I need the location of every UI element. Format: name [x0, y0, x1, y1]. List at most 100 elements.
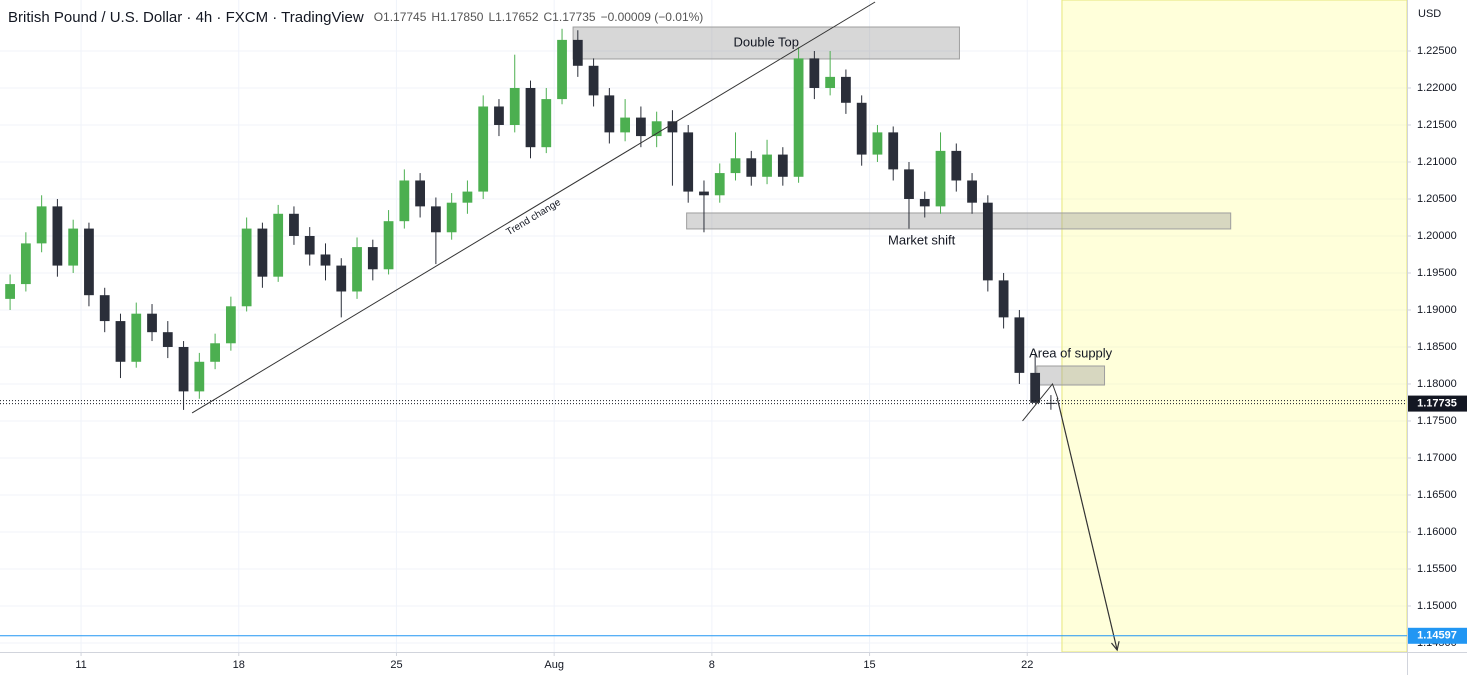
chart-title: British Pound / U.S. Dollar · 4h · FXCM …	[8, 9, 703, 26]
candle-body	[982, 202, 993, 281]
candle-body	[36, 206, 47, 244]
candle-body	[699, 191, 709, 196]
alert-tag	[1408, 627, 1467, 644]
candle-body	[320, 254, 331, 266]
zigzag	[1022, 382, 1059, 422]
candle-body	[115, 321, 126, 362]
candle-body	[872, 132, 883, 155]
candle-body	[525, 87, 536, 148]
candle-body	[541, 99, 552, 148]
candle-body	[588, 65, 599, 96]
x-tick-label: 25	[390, 659, 402, 671]
trend-line	[191, 1, 876, 414]
candle-body	[446, 202, 457, 233]
candle-body	[99, 295, 110, 322]
candle-body	[273, 213, 284, 277]
candle-body	[241, 228, 252, 307]
candle-body	[162, 332, 173, 347]
y-tick-label: 1.15500	[1417, 563, 1457, 575]
candle-body	[131, 313, 142, 362]
arrow	[1056, 397, 1118, 651]
candle-body	[84, 228, 94, 296]
candle-body	[352, 247, 362, 292]
candle-body	[383, 221, 394, 270]
candle-body	[509, 87, 520, 125]
ohlc-value: O1.17745	[374, 10, 427, 24]
candle-body	[478, 106, 489, 192]
candle-body	[604, 95, 615, 133]
candle-body	[20, 243, 31, 285]
candle-body	[856, 102, 867, 155]
candle-body	[178, 346, 189, 392]
candle-body	[998, 280, 1009, 318]
y-tick-label: 1.20000	[1417, 230, 1457, 242]
x-tick-label: 15	[863, 659, 875, 671]
candle-body	[257, 228, 268, 277]
last-price-label: 1.17735	[1417, 397, 1457, 409]
candle-body	[367, 247, 378, 270]
candle-body	[967, 180, 977, 203]
candle-body	[572, 39, 583, 66]
candle-body	[430, 206, 441, 233]
zone	[686, 212, 1232, 230]
zone	[1036, 365, 1106, 386]
y-tick-label: 1.22500	[1417, 45, 1457, 57]
candle-body	[462, 191, 473, 203]
candle-body	[336, 265, 347, 292]
candle-body	[636, 117, 646, 137]
candle-body	[825, 76, 836, 88]
y-tick-label: 1.20500	[1417, 193, 1457, 205]
candle-body	[52, 206, 63, 266]
candle-body	[1014, 317, 1025, 373]
candle-body	[620, 117, 631, 133]
y-tick-label: 1.19500	[1417, 267, 1457, 279]
candle-body	[683, 132, 694, 192]
candle-body	[194, 361, 205, 392]
x-tick-label: 11	[75, 659, 86, 671]
x-tick-label: Aug	[544, 659, 564, 671]
candle-body	[399, 180, 410, 222]
zone-label: Area of supply	[1029, 345, 1113, 360]
x-tick-label: 8	[709, 659, 715, 671]
title: British Pound / U.S. Dollar · 4h · FXCM …	[8, 9, 364, 26]
candle-body	[289, 213, 299, 236]
y-tick-label: 1.18000	[1417, 378, 1457, 390]
candle-body	[730, 158, 741, 174]
arrow-head	[1110, 641, 1120, 652]
candle-body	[210, 343, 220, 362]
candle-body	[777, 154, 788, 177]
candle-body	[225, 306, 236, 344]
y-tick-label: 1.17500	[1417, 415, 1457, 427]
y-tick-label: 1.16000	[1417, 526, 1457, 538]
y-tick-label: 1.19000	[1417, 304, 1457, 316]
candle-body	[935, 150, 946, 207]
candle-body	[5, 284, 15, 299]
candle-body	[304, 235, 315, 255]
candle-body	[904, 169, 914, 199]
zone-label: Market shift	[888, 232, 956, 247]
candle-body	[494, 106, 504, 125]
ohlc-value: H1.17850	[431, 10, 483, 24]
axes: 1.145001.150001.155001.160001.165001.170…	[75, 45, 1467, 671]
future-highlight	[1061, 0, 1407, 652]
y-tick-label: 1.21000	[1417, 156, 1457, 168]
candle-body	[841, 76, 851, 103]
candle-body	[951, 150, 962, 181]
grid	[0, 0, 1407, 652]
ohlc-value: −0.00009 (−0.01%)	[601, 10, 704, 24]
candle-body	[415, 180, 426, 207]
candle-body	[651, 121, 662, 137]
candle-body	[888, 132, 899, 170]
candle-body	[762, 154, 772, 177]
y-tick-label: 1.18500	[1417, 341, 1457, 353]
y-tick-label: 1.22000	[1417, 82, 1457, 94]
candle-body	[809, 58, 820, 88]
y-tick-label: 1.17000	[1417, 452, 1457, 464]
candle-body	[68, 228, 79, 266]
candle-body	[557, 39, 567, 100]
ohlc-header: O1.17745 H1.17850 L1.17652 C1.17735 −0.00009…	[374, 10, 704, 24]
x-tick-label: 18	[233, 659, 245, 671]
zone-label: Double Top	[733, 34, 799, 49]
